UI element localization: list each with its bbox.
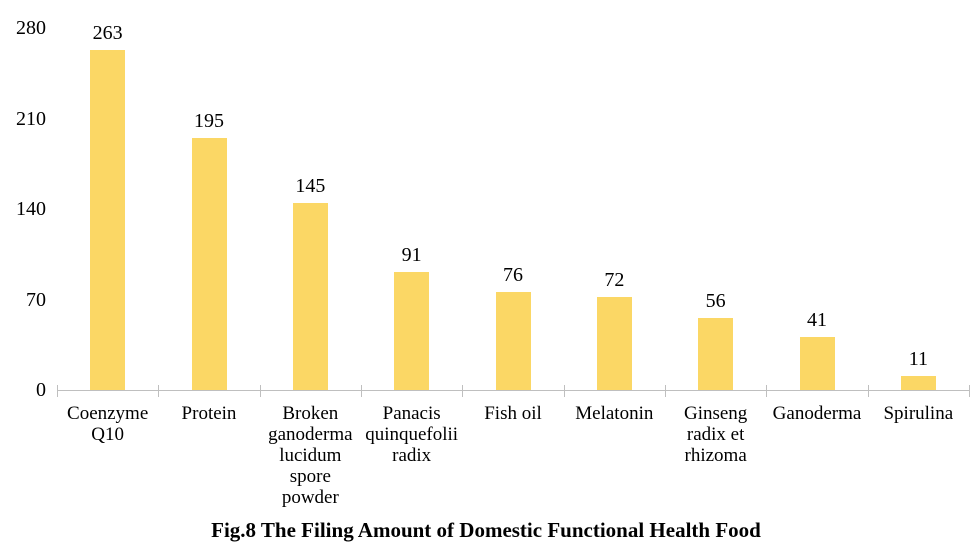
- bar-value-label: 263: [92, 21, 123, 44]
- x-axis-category-label-line: rhizoma: [684, 445, 747, 466]
- bar-value-label: 195: [194, 109, 224, 132]
- bar: [394, 272, 430, 390]
- x-axis-tick: [158, 385, 160, 397]
- x-axis-category-label: Broken ganoderma lucidum spore powder: [254, 403, 366, 508]
- x-axis-category-label-line: Melatonin: [575, 403, 654, 424]
- x-axis-tick: [462, 385, 464, 397]
- x-axis-category-label: Protein: [153, 403, 265, 424]
- bar: [495, 291, 531, 390]
- bar-value-label: 72: [604, 268, 625, 291]
- x-axis-category-label-line: quinquefolii: [365, 424, 459, 445]
- x-axis-category-label-line: Ganoderma: [772, 403, 862, 424]
- bar: [191, 137, 227, 390]
- x-axis-tick: [867, 385, 869, 397]
- y-axis-tick-label: 140: [16, 198, 46, 220]
- x-axis-category-label-line: ganoderma: [268, 424, 353, 445]
- x-axis-category-label-line: Broken: [282, 403, 339, 424]
- bar-value-label: 76: [503, 263, 523, 286]
- y-axis-tick-label: 0: [36, 379, 46, 401]
- bar: [596, 296, 632, 390]
- bar-value-label: 41: [807, 308, 827, 331]
- chart-title: Fig.8 The Filing Amount of Domestic Func…: [211, 518, 761, 542]
- x-axis-tick: [361, 385, 362, 397]
- x-axis-category-label-line: Coenzyme: [67, 403, 149, 424]
- x-axis-tick: [563, 385, 565, 397]
- x-axis-tick: [665, 385, 666, 397]
- x-axis-category-label-line: radix et: [686, 424, 745, 445]
- y-axis-tick-label: 210: [16, 107, 46, 130]
- bar: [900, 375, 936, 390]
- x-axis-tick: [766, 385, 768, 397]
- bar: [698, 317, 734, 390]
- x-axis-category-label: Panacis quinquefolii radix: [356, 403, 468, 466]
- x-axis-tick: [969, 385, 970, 397]
- bar-value-label: 56: [705, 289, 726, 312]
- x-axis-category-label: Ganoderma: [761, 403, 873, 424]
- x-axis-tick: [259, 385, 261, 397]
- x-axis-category-label: Fish oil: [457, 403, 569, 424]
- bar-value-label: 145: [295, 174, 326, 197]
- bar: [799, 336, 835, 390]
- x-axis-category-label: Melatonin: [558, 403, 670, 424]
- x-axis-category-label-line: lucidum: [279, 445, 342, 466]
- x-axis-category-label: Spirulina: [862, 403, 972, 424]
- y-axis-tick-label: 280: [16, 17, 46, 39]
- x-axis-category-label-line: Fish oil: [484, 403, 542, 424]
- x-axis-category-label-line: radix: [392, 445, 432, 466]
- x-axis-category-label-line: spore: [289, 466, 331, 487]
- x-axis-tick: [57, 385, 58, 397]
- x-axis-category-label-line: Spirulina: [883, 403, 954, 424]
- x-axis-category-label-line: Ginseng: [683, 403, 748, 424]
- bar-value-label: 11: [908, 347, 928, 370]
- x-axis-category-label-line: Protein: [181, 403, 237, 424]
- x-axis-line: [57, 390, 969, 391]
- x-axis-category-label: Ginseng radix et rhizoma: [660, 403, 772, 466]
- x-axis-category-label-line: Q10: [91, 424, 125, 445]
- bar: [90, 49, 126, 390]
- x-axis-category-label-line: powder: [281, 487, 339, 508]
- y-axis-tick-label: 70: [26, 288, 46, 311]
- x-axis-category-label: Coenzyme Q10: [52, 403, 164, 445]
- x-axis-category-label-line: Panacis: [382, 403, 441, 424]
- bar: [292, 202, 328, 390]
- bar-value-label: 91: [401, 244, 422, 267]
